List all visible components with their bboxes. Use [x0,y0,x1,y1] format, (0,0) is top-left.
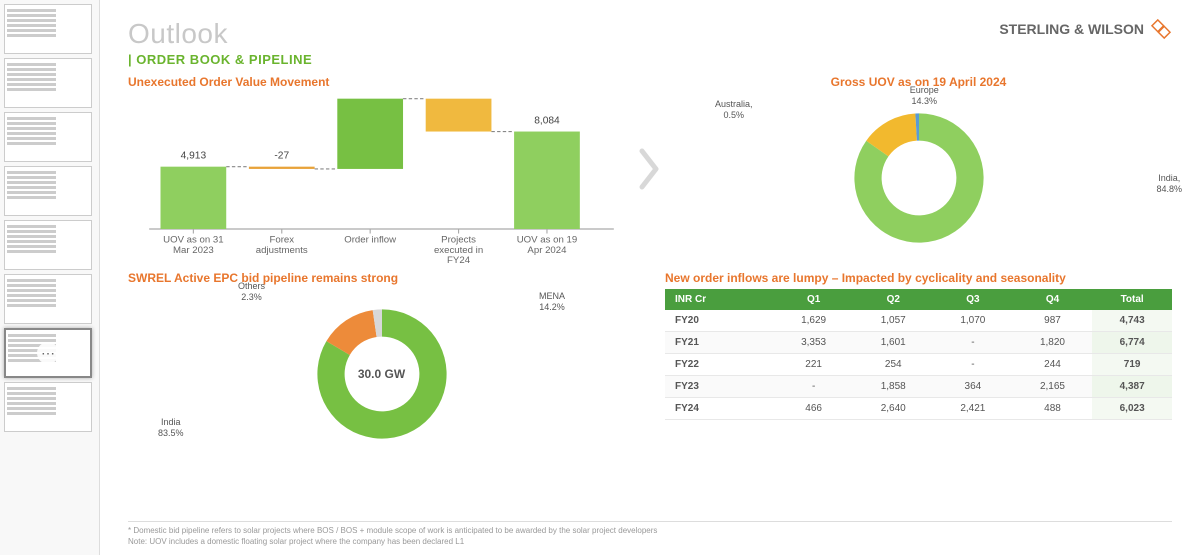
svg-text:-27: -27 [274,151,289,162]
slide-subtitle: | ORDER BOOK & PIPELINE [128,52,312,67]
waterfall-section: Unexecuted Order Value Movement 4,913UOV… [128,75,635,263]
table-cell: 1,820 [1013,332,1093,354]
table-cell: FY20 [665,310,774,332]
table-cell: - [933,332,1013,354]
footnote-line: * Domestic bid pipeline refers to solar … [128,526,1172,536]
slide-canvas: Outlook | ORDER BOOK & PIPELINE STERLING… [100,0,1200,555]
brand-name: STERLING & WILSON [999,21,1144,37]
arrow-divider [635,75,665,263]
chevron-right-icon [636,145,664,193]
table-cell: 4,743 [1092,310,1172,332]
svg-text:8,084: 8,084 [534,116,560,127]
svg-text:Mar 2023: Mar 2023 [173,245,214,256]
table-row: FY201,6291,0571,0709874,743 [665,310,1172,332]
table-cell: FY22 [665,354,774,376]
table-cell: 2,165 [1013,376,1093,398]
table-header-cell: INR Cr [665,289,774,310]
table-cell: 1,601 [853,332,933,354]
table-cell: 1,858 [853,376,933,398]
waterfall-chart: 4,913UOV as on 31Mar 2023-27Forexadjustm… [128,93,635,263]
table-cell: 364 [933,376,1013,398]
donut-slice-label: MENA14.2% [539,291,565,313]
table-row: FY213,3531,601-1,8206,774 [665,332,1172,354]
table-cell: 4,387 [1092,376,1172,398]
table-cell: 987 [1013,310,1093,332]
svg-text:4,913: 4,913 [181,151,207,162]
slide-title: Outlook [128,18,312,50]
table-cell: 3,353 [774,332,854,354]
svg-text:Apr 2024: Apr 2024 [527,245,567,256]
thumbnail-slide[interactable] [4,328,92,378]
table-cell: 1,057 [853,310,933,332]
donut-slice-label: India,84.8% [1156,173,1182,195]
table-cell: FY23 [665,376,774,398]
table-header-cell: Total [1092,289,1172,310]
footnote-line: Note: UOV includes a domestic floating s… [128,537,1172,547]
table-cell: 221 [774,354,854,376]
brand-logo-block: STERLING & WILSON [999,18,1172,40]
table-title: New order inflows are lumpy – Impacted b… [665,271,1172,285]
table-cell: FY24 [665,398,774,420]
waterfall-title: Unexecuted Order Value Movement [128,75,635,89]
table-row: FY244662,6402,4214886,023 [665,398,1172,420]
table-cell: 6,023 [1092,398,1172,420]
table-cell: 1,629 [774,310,854,332]
table-cell: 2,640 [853,398,933,420]
table-cell: - [933,354,1013,376]
thumbnail-slide[interactable] [4,274,92,324]
donut-center-label: 30.0 GW [358,367,405,381]
thumbnail-slide[interactable] [4,166,92,216]
table-cell: 1,070 [933,310,1013,332]
bid-donut-title: SWREL Active EPC bid pipeline remains st… [128,271,635,285]
uov-donut-section: Gross UOV as on 19 April 2024 India,84.8… [665,75,1172,263]
thumbnail-slide[interactable] [4,220,92,270]
donut-slice-label: Others2.3% [238,281,265,303]
table-header-cell: Q2 [853,289,933,310]
inflow-table: INR CrQ1Q2Q3Q4TotalFY201,6291,0571,07098… [665,289,1172,420]
table-section: New order inflows are lumpy – Impacted b… [665,271,1172,459]
svg-text:-2,825: -2,825 [444,93,473,94]
table-header-cell: Q4 [1013,289,1093,310]
thumbnail-slide[interactable] [4,382,92,432]
footnotes: * Domestic bid pipeline refers to solar … [128,521,1172,547]
thumbnail-slide[interactable] [4,112,92,162]
table-header-cell: Q3 [933,289,1013,310]
table-cell: 2,421 [933,398,1013,420]
table-cell: FY21 [665,332,774,354]
table-cell: 488 [1013,398,1093,420]
table-header-cell: Q1 [774,289,854,310]
table-cell: 244 [1013,354,1093,376]
table-row: FY23-1,8583642,1654,387 [665,376,1172,398]
table-cell: - [774,376,854,398]
svg-text:adjustments: adjustments [256,245,308,256]
donut-chart [834,93,1004,263]
donut-slice-label: Europe14.3% [910,85,939,107]
donut-slice-label: Australia,0.5% [715,99,753,121]
thumbnail-slide[interactable] [4,58,92,108]
svg-text:FY24: FY24 [447,255,471,263]
table-cell: 719 [1092,354,1172,376]
donut-slice-label: India83.5% [158,417,184,439]
svg-text:+6,023: +6,023 [354,93,386,94]
thumbnail-slide[interactable] [4,4,92,54]
thumbnail-panel[interactable] [0,0,100,555]
svg-text:Order inflow: Order inflow [344,235,396,246]
table-cell: 6,774 [1092,332,1172,354]
bid-donut-section: SWREL Active EPC bid pipeline remains st… [128,271,635,459]
table-cell: 466 [774,398,854,420]
table-row: FY22221254-244719 [665,354,1172,376]
brand-logo-icon [1150,18,1172,40]
table-cell: 254 [853,354,933,376]
